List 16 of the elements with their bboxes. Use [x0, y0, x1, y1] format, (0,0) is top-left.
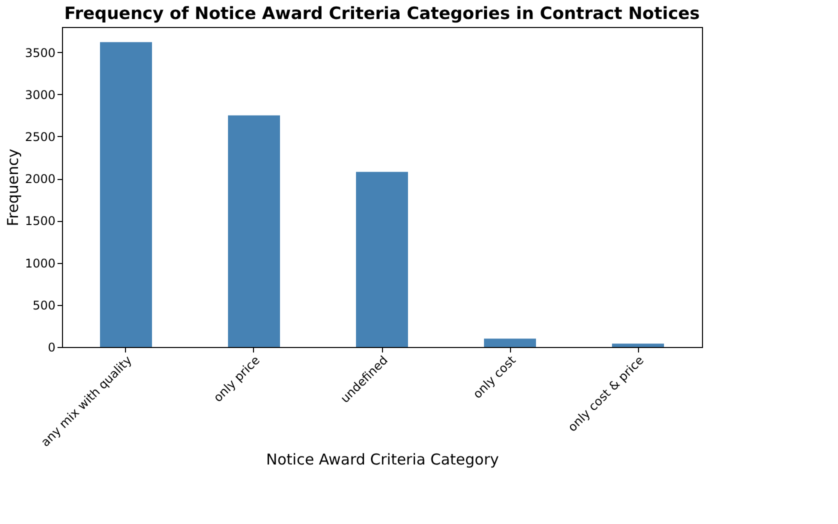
- bar: [484, 338, 536, 347]
- y-tick-label: 1500: [24, 214, 56, 228]
- chart-title: Frequency of Notice Award Criteria Categories in Contract Notices: [64, 4, 700, 24]
- y-axis-title: Frequency: [4, 148, 22, 226]
- bar: [356, 172, 408, 347]
- y-tick-label: 2000: [24, 172, 56, 186]
- y-tick-label: 3500: [24, 46, 56, 60]
- y-tick-label: 3000: [24, 88, 56, 102]
- bar: [612, 344, 664, 347]
- y-tick-label: 0: [48, 340, 56, 354]
- y-tick-label: 1000: [24, 256, 56, 270]
- x-axis-title: Notice Award Criteria Category: [266, 450, 499, 469]
- bar: [228, 115, 280, 347]
- bar: [100, 42, 152, 347]
- y-tick-label: 500: [32, 298, 56, 312]
- y-tick-label: 2500: [24, 130, 56, 144]
